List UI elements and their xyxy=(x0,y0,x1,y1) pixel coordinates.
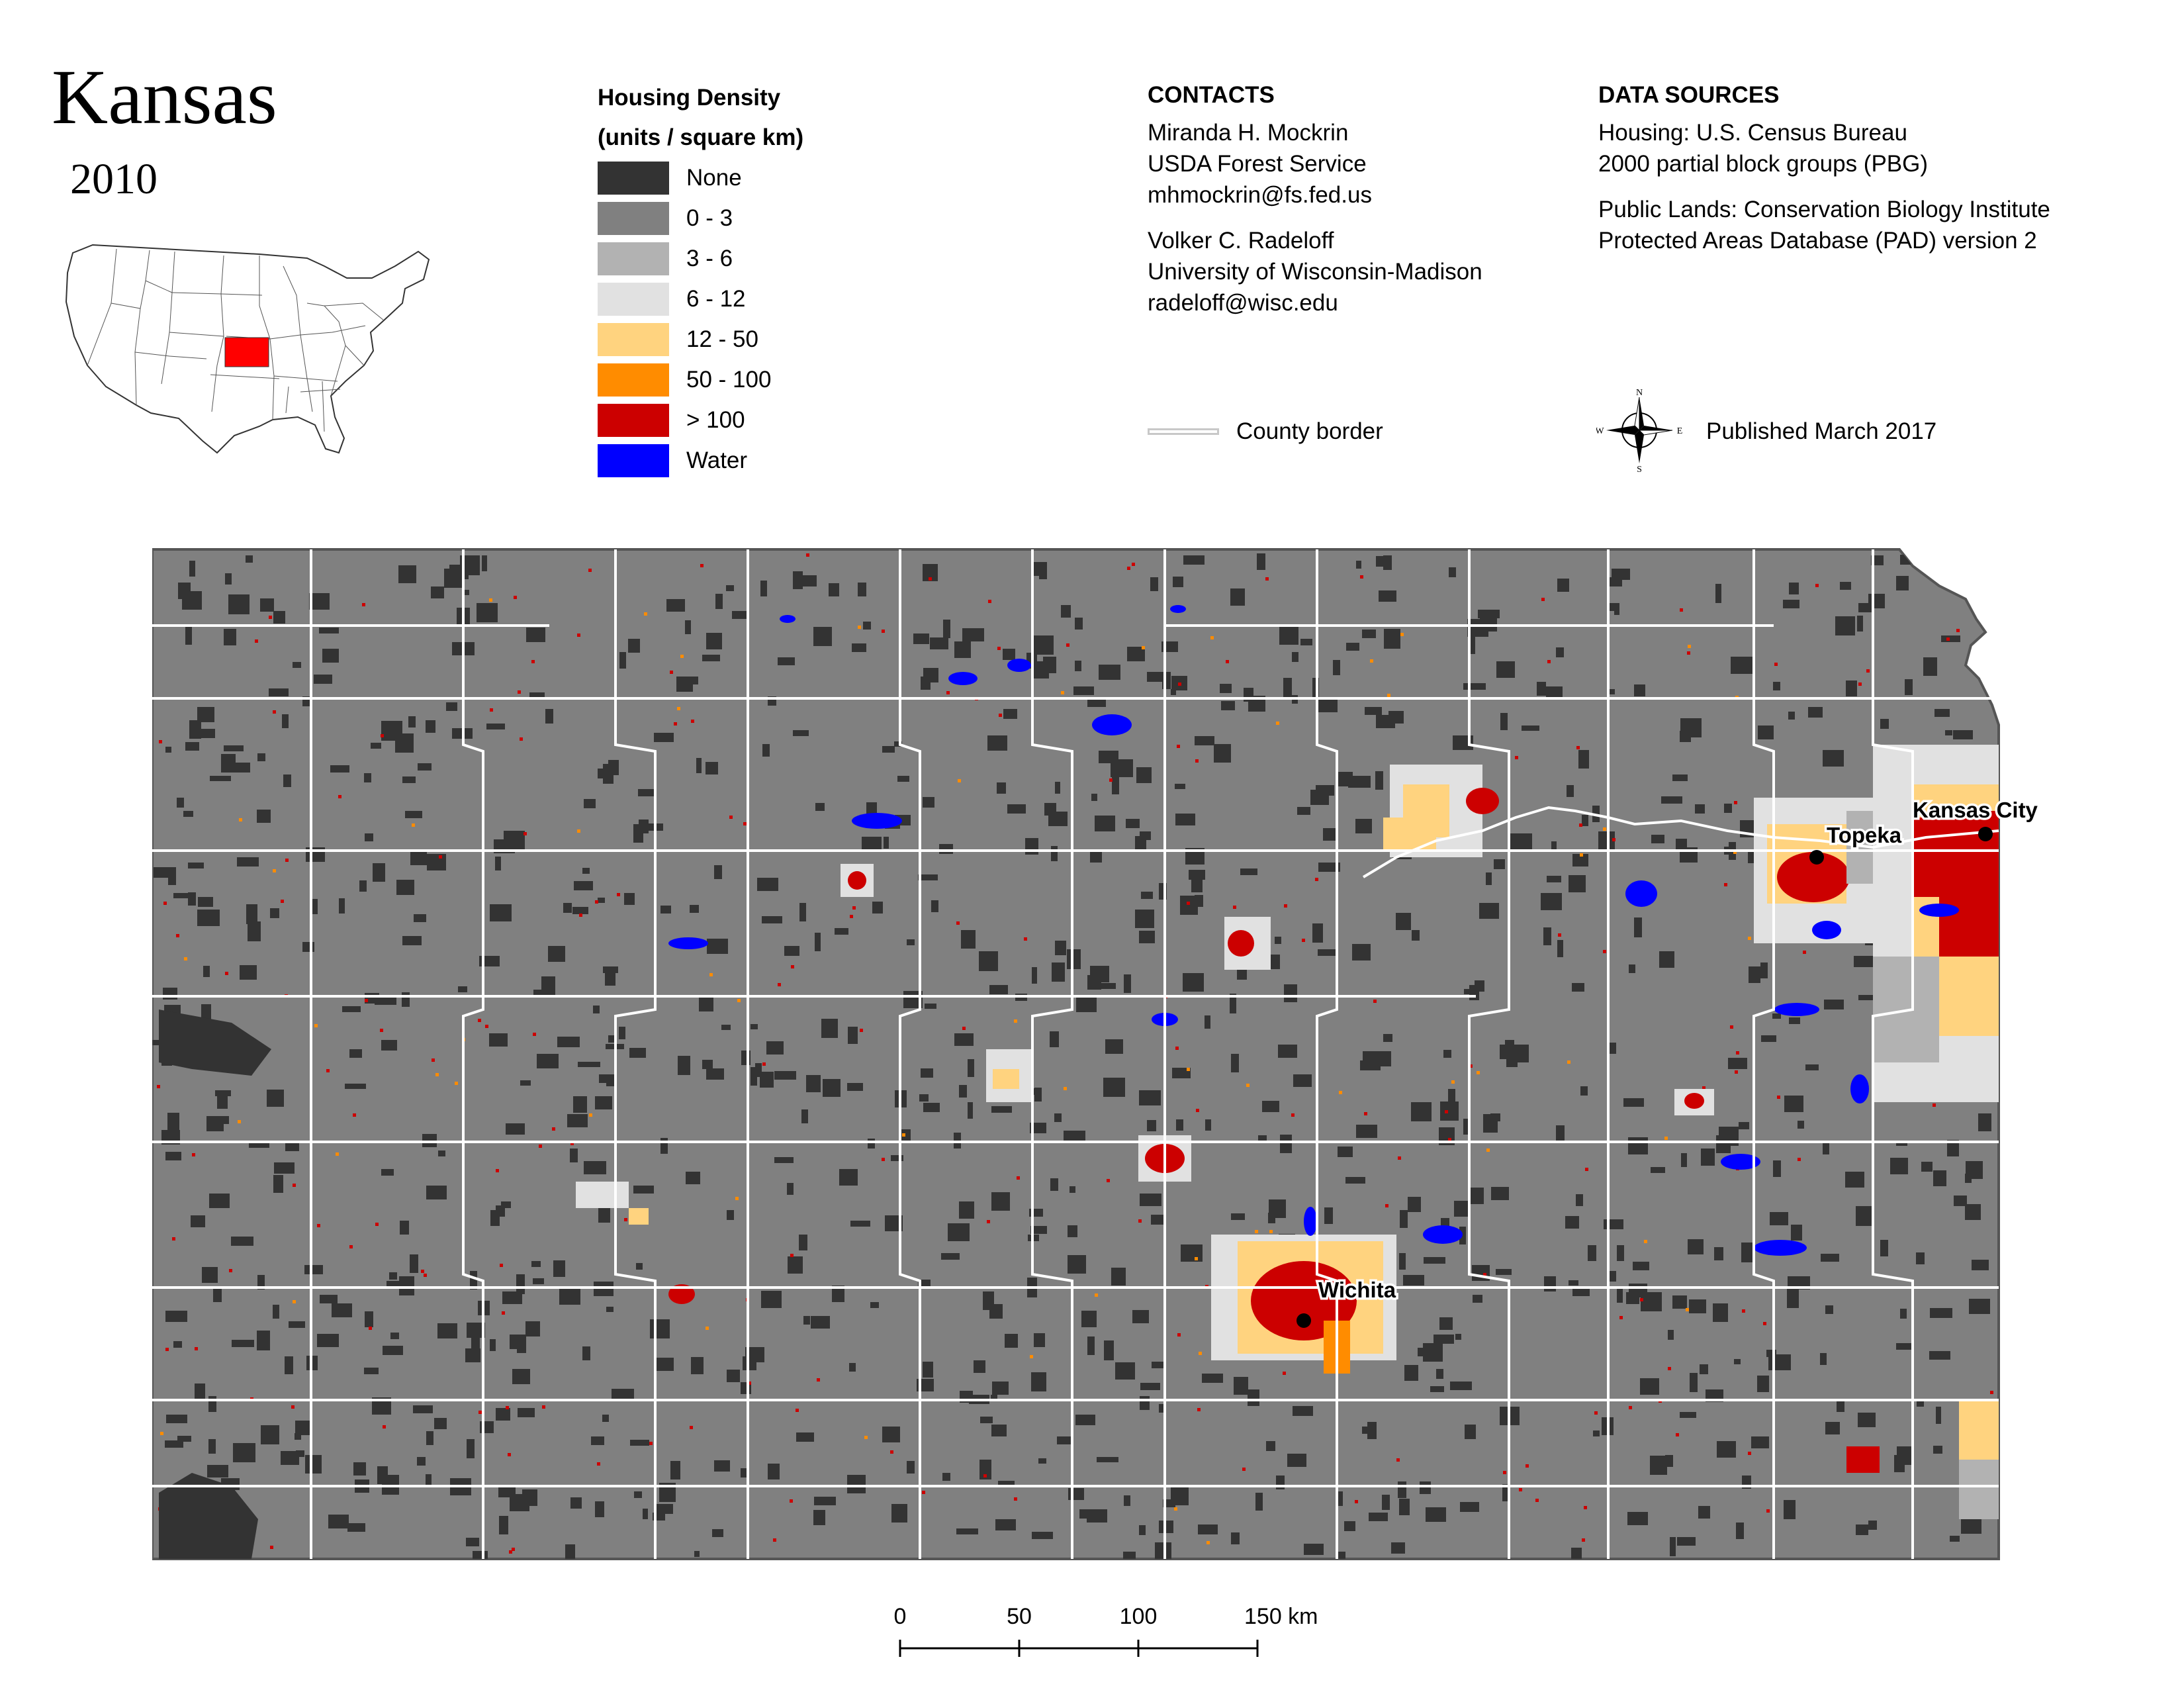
sources-housing-2: 2000 partial block groups (PBG) xyxy=(1598,151,1929,177)
legend-swatch xyxy=(598,444,669,477)
kansas-highlight xyxy=(224,337,269,367)
wichita-point xyxy=(1297,1313,1311,1328)
sources-lands-2: Protected Areas Database (PAD) version 2 xyxy=(1598,228,2037,254)
data-sources-block: DATA SOURCES Housing: U.S. Census Bureau… xyxy=(1598,79,2050,256)
lawrence-manhattan-zone xyxy=(1383,765,1499,857)
contact1-org: USDA Forest Service xyxy=(1148,151,1367,177)
county-border-label: County border xyxy=(1236,418,1383,444)
city-labels: Kansas City Topeka Wichita xyxy=(1316,796,2041,1305)
kansas-state-fill xyxy=(152,548,2000,1560)
legend: Housing Density (units / square km) None… xyxy=(598,78,803,481)
legend-label: 50 - 100 xyxy=(686,366,772,393)
legend-label: Water xyxy=(686,447,748,473)
scale-tick-50: 50 xyxy=(1007,1604,1032,1629)
map-title: Kansas xyxy=(52,54,277,140)
contact2-org: University of Wisconsin-Madison xyxy=(1148,259,1482,285)
legend-label: > 100 xyxy=(686,406,745,433)
legend-swatch xyxy=(598,403,669,437)
legend-swatch xyxy=(598,282,669,316)
contact1-name: Miranda H. Mockrin xyxy=(1148,120,1349,146)
county-border-key: County border xyxy=(1148,418,1383,445)
scale-bar: 0 50 100 150 km xyxy=(894,1604,1318,1657)
legend-label: 6 - 12 xyxy=(686,285,746,312)
compass-n: N xyxy=(1636,388,1643,398)
county-border-swatch xyxy=(1148,428,1219,435)
us-locator-map xyxy=(65,244,430,454)
compass-e: E xyxy=(1677,426,1682,436)
kansas-city-point xyxy=(1978,827,1993,841)
compass-w: W xyxy=(1596,426,1604,436)
legend-item: 6 - 12 xyxy=(598,279,803,319)
map-year: 2010 xyxy=(70,155,158,203)
sources-lands-1: Public Lands: Conservation Biology Insti… xyxy=(1598,197,2050,222)
legend-item: 3 - 6 xyxy=(598,238,803,279)
legend-label: 12 - 50 xyxy=(686,326,758,352)
legend-swatch xyxy=(598,322,669,356)
contact2-email: radeloff@wisc.edu xyxy=(1148,290,1338,316)
legend-item: > 100 xyxy=(598,400,803,440)
legend-item: 0 - 3 xyxy=(598,198,803,238)
scale-tick-150: 150 km xyxy=(1244,1604,1318,1629)
city-markers xyxy=(1297,827,1993,1328)
contact1-email: mhmockrin@fs.fed.us xyxy=(1148,182,1372,208)
legend-items: None 0 - 3 3 - 6 6 - 12 12 - 50 50 - 100 > 100… xyxy=(598,158,803,481)
legend-item: Water xyxy=(598,440,803,481)
topeka-point xyxy=(1809,850,1824,865)
county-borders xyxy=(152,549,1999,1559)
legend-label: 3 - 6 xyxy=(686,245,733,271)
legend-item: 50 - 100 xyxy=(598,359,803,400)
topeka-label: Topeka xyxy=(1827,823,1902,847)
legend-swatch xyxy=(598,201,669,235)
legend-item: 12 - 50 xyxy=(598,319,803,359)
kansas-city-label: Kansas City xyxy=(1913,798,2038,822)
legend-units: (units / square km) xyxy=(598,124,804,150)
water-bodies xyxy=(668,605,1959,1256)
published-date: Published March 2017 xyxy=(1706,418,1937,444)
legend-swatch xyxy=(598,242,669,275)
legend-swatch xyxy=(598,363,669,397)
legend-item: None xyxy=(598,158,803,198)
compass-s: S xyxy=(1637,465,1642,473)
scale-tick-0: 0 xyxy=(894,1604,907,1629)
sources-housing-1: Housing: U.S. Census Bureau xyxy=(1598,120,1907,146)
sources-heading: DATA SOURCES xyxy=(1598,82,1780,108)
contacts-block: CONTACTS Miranda H. Mockrin USDA Forest … xyxy=(1148,79,1482,318)
legend-label: 0 - 3 xyxy=(686,205,733,231)
kansas-river xyxy=(1362,806,1999,878)
kansas-housing-density-map: Kansas City Topeka Wichita xyxy=(152,548,2041,1560)
contacts-heading: CONTACTS xyxy=(1148,82,1275,108)
wichita-density-zone xyxy=(1211,1235,1396,1374)
contact2-name: Volker C. Radeloff xyxy=(1148,228,1334,254)
scale-tick-100: 100 xyxy=(1120,1604,1158,1629)
legend-swatch xyxy=(598,161,669,195)
legend-label: None xyxy=(686,164,742,191)
compass-rose-icon: N S E W xyxy=(1596,388,1682,473)
wichita-label: Wichita xyxy=(1318,1278,1396,1302)
legend-title: Housing Density xyxy=(598,85,781,111)
